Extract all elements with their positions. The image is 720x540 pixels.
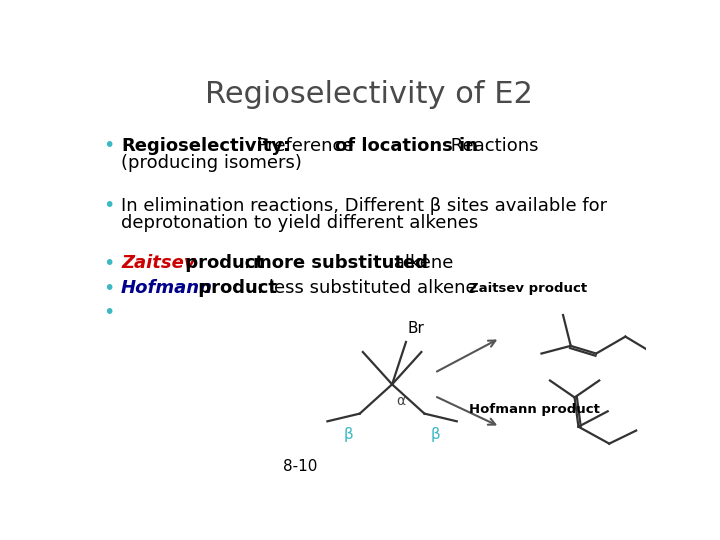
Text: deprotonation to yield different alkenes: deprotonation to yield different alkenes — [121, 214, 478, 232]
Text: Hofmann: Hofmann — [121, 279, 213, 297]
Text: Regioselectivity of E2: Regioselectivity of E2 — [205, 79, 533, 109]
Text: Zaitsev: Zaitsev — [121, 254, 196, 273]
Text: Zaitsev product: Zaitsev product — [469, 281, 588, 295]
Text: •: • — [103, 136, 114, 155]
Text: Regioselectivity:: Regioselectivity: — [121, 137, 290, 154]
Text: product: product — [179, 254, 264, 273]
Text: product: product — [192, 279, 277, 297]
Text: alkene: alkene — [388, 254, 454, 273]
Text: 8-10: 8-10 — [282, 459, 317, 474]
Text: •: • — [103, 303, 114, 322]
Text: •: • — [103, 279, 114, 298]
Text: α: α — [397, 394, 406, 408]
Text: β: β — [431, 428, 441, 442]
Text: of locations in: of locations in — [335, 137, 477, 154]
Text: Reactions: Reactions — [445, 137, 538, 154]
Text: In elimination reactions, Different β sites available for: In elimination reactions, Different β si… — [121, 197, 607, 215]
Text: : less substituted alkene: : less substituted alkene — [257, 279, 477, 297]
Text: •: • — [103, 196, 114, 215]
Text: Br: Br — [408, 321, 424, 336]
Text: :: : — [244, 254, 256, 273]
Text: Preference: Preference — [251, 137, 359, 154]
Text: β: β — [344, 428, 354, 442]
Text: •: • — [103, 254, 114, 273]
Text: Hofmann product: Hofmann product — [469, 403, 600, 416]
Text: (producing isomers): (producing isomers) — [121, 153, 302, 172]
Text: more substituted: more substituted — [253, 254, 428, 273]
